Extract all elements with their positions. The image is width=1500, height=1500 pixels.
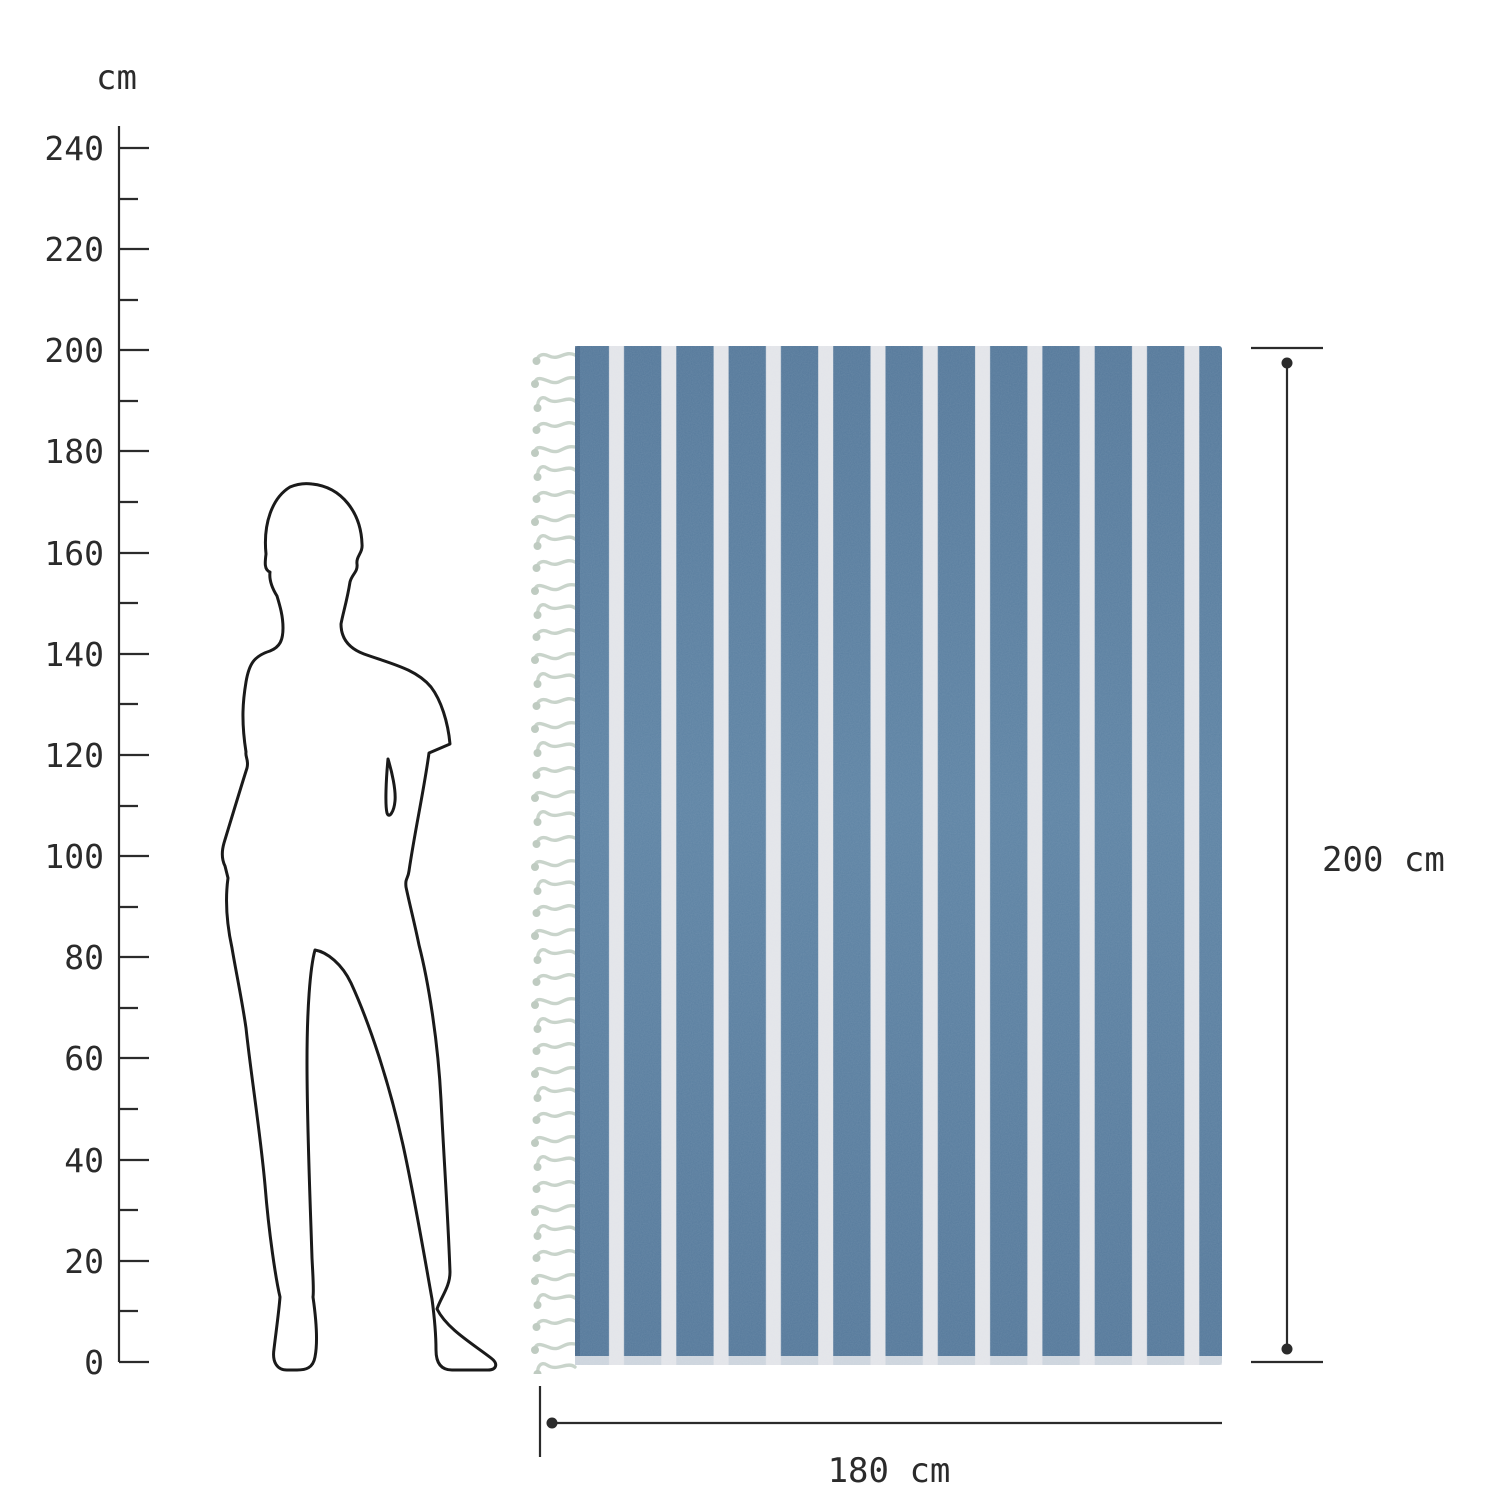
ruler <box>117 126 149 1364</box>
width-dimension <box>538 1386 1222 1457</box>
height-dimension-bottom-dot <box>1281 1343 1293 1355</box>
towel <box>529 346 1222 1374</box>
ruler-labels: 240 220 200 180 160 140 120 100 80 60 40… <box>44 129 104 1382</box>
ruler-tick-label: 160 <box>44 534 104 573</box>
height-dimension-label: 200 cm <box>1322 840 1445 880</box>
ruler-tick-label: 140 <box>44 635 104 674</box>
ruler-tick-label: 80 <box>64 938 104 977</box>
ruler-tick-label: 40 <box>64 1141 104 1180</box>
ruler-minor-ticks <box>119 197 138 1313</box>
towel-texture <box>575 346 1222 1365</box>
width-dimension-left-dot <box>546 1417 558 1429</box>
human-silhouette-outline <box>220 482 498 1372</box>
ruler-tick-label: 200 <box>44 331 104 370</box>
ruler-tick-label: 180 <box>44 432 104 471</box>
human-silhouette-arm-detail <box>384 757 397 817</box>
ruler-tick-label: 240 <box>44 129 104 168</box>
ruler-tick-label: 120 <box>44 736 104 775</box>
ruler-unit-label: cm <box>96 58 137 98</box>
human-silhouette <box>220 482 498 1372</box>
ruler-tick-label: 0 <box>84 1343 104 1382</box>
ruler-tick-label: 220 <box>44 230 104 269</box>
ruler-major-ticks <box>119 146 149 1364</box>
height-dimension-top-dot <box>1281 357 1293 369</box>
height-dimension <box>1251 346 1323 1364</box>
ruler-tick-label: 100 <box>44 837 104 876</box>
ruler-tick-label: 20 <box>64 1242 104 1281</box>
width-dimension-label: 180 cm <box>828 1451 951 1491</box>
towel-fringe <box>529 348 577 1374</box>
ruler-tick-label: 60 <box>64 1039 104 1078</box>
